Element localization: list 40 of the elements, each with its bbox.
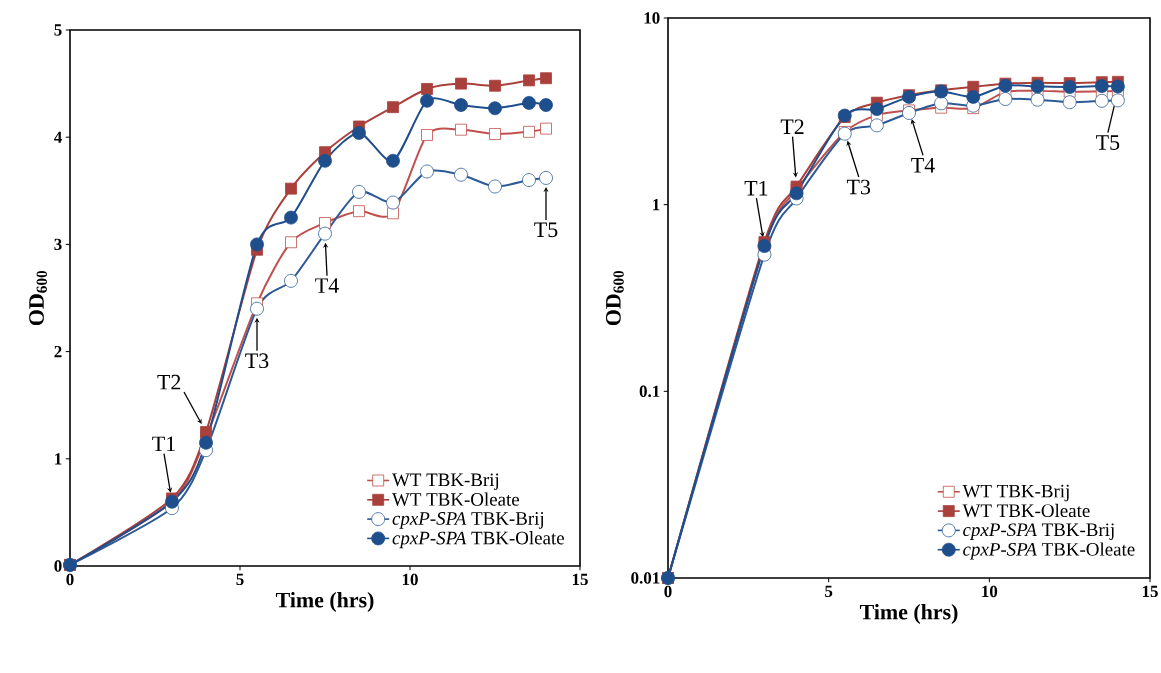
legend-label: WT TBK-Oleate: [392, 492, 520, 506]
x-tick-label: 0: [66, 573, 74, 586]
x-tick-label: 10: [402, 573, 418, 586]
legend-label: WT TBK-Brij: [392, 473, 499, 491]
annotation: T3: [846, 179, 871, 195]
y-tick-label: 5: [54, 24, 62, 36]
x-tick-label: 15: [572, 573, 588, 586]
y-tick-label: 1: [653, 199, 660, 211]
annotation: T5: [534, 222, 558, 238]
x-tick-label: 15: [1142, 585, 1158, 598]
annotation: T5: [1096, 135, 1120, 150]
y-tick-label: 1: [55, 453, 62, 465]
annotation: T2: [780, 119, 804, 134]
legend-label: WT TBK-Oleate: [962, 503, 1090, 518]
x-tick-label: 0: [664, 585, 672, 598]
y-axis-title: OD$_{600}$: [29, 270, 47, 326]
annotation: T2: [157, 374, 181, 390]
y-tick-label: 3: [54, 238, 62, 251]
x-tick-label: 10: [982, 585, 998, 598]
y-tick-label: 2: [54, 345, 62, 358]
y-axis-title: OD$_{600}$: [605, 270, 624, 326]
x-axis-title: Time (hrs): [859, 604, 958, 624]
legend-label: cpxP-SPA TBK-Oleate: [392, 531, 564, 549]
legend-label: cpxP-SPA TBK-Brij: [392, 512, 544, 529]
y-tick-label: 4: [53, 131, 62, 143]
x-tick-label: 5: [825, 585, 833, 597]
annotation: T4: [315, 278, 339, 293]
x-tick-label: 5: [236, 573, 244, 586]
annotation: T3: [245, 353, 269, 369]
y-tick-label: 10: [644, 12, 660, 24]
annotation: T1: [744, 180, 768, 196]
legend-label: WT TBK-Brij: [962, 484, 1069, 502]
y-tick-label: 0: [54, 560, 62, 572]
annotation: T4: [911, 158, 935, 173]
y-tick-label: 0.01: [631, 572, 660, 584]
annotation: T1: [152, 436, 175, 452]
y-tick-label: 0.1: [639, 385, 660, 398]
legend-label: cpxP-SPA TBK-Brij: [963, 523, 1114, 540]
legend-label: cpxP-SPA TBK-Oleate: [963, 542, 1135, 560]
x-axis-title: Time (hrs): [275, 592, 374, 612]
